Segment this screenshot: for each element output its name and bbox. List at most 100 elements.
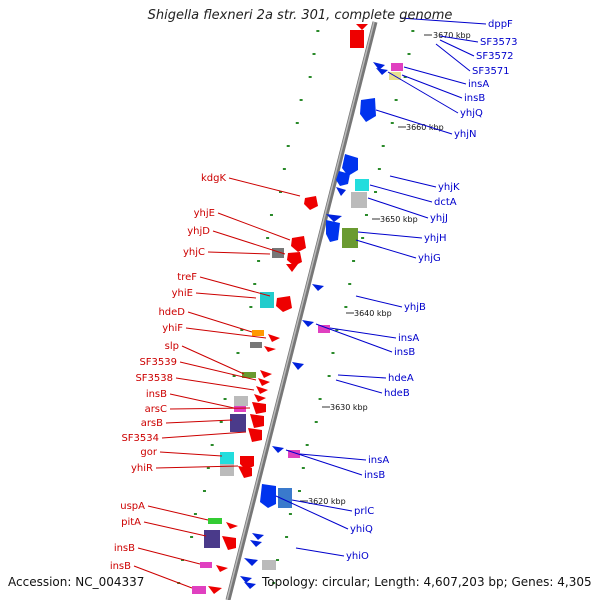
track-dot	[374, 191, 378, 193]
track-dot	[403, 76, 407, 78]
tick-label: 3640 kbp	[354, 309, 392, 318]
gene-label[interactable]: gor	[140, 447, 157, 458]
track-dot	[364, 214, 368, 216]
gene-label[interactable]: yhjG	[418, 253, 441, 264]
gene-label[interactable]: hdeB	[384, 388, 410, 399]
gene-label[interactable]: SF3538	[135, 373, 173, 384]
track-dot	[193, 513, 197, 515]
track-dot	[236, 352, 240, 354]
gene-label[interactable]: yhjQ	[460, 108, 483, 119]
gene-label[interactable]: yhiE	[172, 288, 193, 299]
gene-label[interactable]: prlC	[354, 506, 374, 517]
track-dot	[253, 283, 257, 285]
gene-label[interactable]: insA	[468, 79, 489, 90]
track-dot	[377, 168, 381, 170]
track-dot	[240, 329, 244, 331]
track-dot	[361, 237, 365, 239]
gene-label[interactable]: slp	[165, 341, 179, 352]
gene-label[interactable]: insB	[110, 561, 131, 572]
track-dot	[232, 375, 236, 377]
track-dot	[348, 283, 352, 285]
track-dot	[312, 53, 316, 55]
track-dot	[394, 99, 398, 101]
track-dot	[299, 99, 303, 101]
gene-label[interactable]: insB	[146, 389, 167, 400]
track-dot	[276, 559, 280, 561]
track-dot	[407, 53, 411, 55]
gene-label[interactable]: yhiO	[346, 551, 369, 562]
gene-label[interactable]: yhjC	[183, 247, 205, 258]
track-dot	[210, 444, 214, 446]
track-dot	[327, 375, 331, 377]
accession-text: Accession: NC_004337	[8, 575, 145, 589]
gene-label[interactable]: insB	[394, 347, 415, 358]
tick-label: 3670 kbp	[433, 31, 471, 40]
genome-summary-text: Topology: circular; Length: 4,607,203 bp…	[262, 575, 592, 589]
gene-label[interactable]: insB	[464, 93, 485, 104]
gene-label[interactable]: insB	[114, 543, 135, 554]
gene-label[interactable]: SF3571	[472, 66, 510, 77]
track-dot	[223, 398, 227, 400]
track-dot	[352, 260, 356, 262]
dotted-track	[177, 30, 415, 584]
gene-label[interactable]: insA	[398, 333, 419, 344]
gene-label[interactable]: yhiR	[131, 463, 153, 474]
gene-label[interactable]: yhjB	[404, 302, 426, 313]
gene-label[interactable]: arsB	[141, 418, 163, 429]
gene-label[interactable]: SF3534	[121, 433, 159, 444]
gene-label[interactable]: yhiQ	[350, 524, 373, 535]
track-dot	[390, 122, 394, 124]
gene-label[interactable]: yhjH	[424, 233, 447, 244]
track-dot	[219, 421, 223, 423]
gene-label[interactable]: dppF	[488, 19, 513, 30]
gene-label[interactable]: dctA	[434, 197, 457, 208]
tick-label: 3650 kbp	[380, 215, 418, 224]
track-dot	[266, 237, 270, 239]
tick-label: 3630 kbp	[330, 403, 368, 412]
gene-label[interactable]: SF3573	[480, 37, 518, 48]
gene-label[interactable]: insB	[364, 470, 385, 481]
genome-backbone	[225, 21, 378, 600]
track-dot	[295, 122, 299, 124]
gene-label[interactable]: yhjK	[438, 182, 460, 193]
track-dot	[344, 306, 348, 308]
track-dot	[297, 490, 301, 492]
gene-label[interactable]: yhjE	[194, 208, 215, 219]
gene-label[interactable]: pitA	[121, 517, 141, 528]
track-dot	[272, 582, 276, 584]
gene-label[interactable]: insA	[368, 455, 389, 466]
gene-glyphs	[192, 24, 403, 594]
track-dot	[335, 329, 339, 331]
gene-label[interactable]: hdeA	[388, 373, 414, 384]
gene-label[interactable]: yhiF	[162, 323, 183, 334]
track-dot	[288, 513, 292, 515]
gene-label[interactable]: SF3572	[476, 51, 514, 62]
gene-label[interactable]: yhjN	[454, 129, 477, 140]
track-dot	[301, 467, 305, 469]
track-dot	[206, 467, 210, 469]
track-dot	[249, 306, 253, 308]
track-dot	[282, 168, 286, 170]
gene-label[interactable]: treF	[177, 272, 197, 283]
gene-label[interactable]: yhjJ	[430, 213, 448, 224]
track-dot	[202, 490, 206, 492]
tick-label: 3660 kbp	[406, 123, 444, 132]
gene-label[interactable]: arsC	[145, 404, 167, 415]
track-dot	[411, 30, 415, 32]
gene-label[interactable]: uspA	[120, 501, 145, 512]
gene-label[interactable]: SF3539	[139, 357, 177, 368]
track-dot	[305, 444, 309, 446]
track-dot	[257, 260, 261, 262]
track-dot	[269, 214, 273, 216]
track-dot	[381, 145, 385, 147]
gene-label[interactable]: yhjD	[187, 226, 210, 237]
track-dot	[286, 145, 290, 147]
track-dot	[314, 421, 318, 423]
track-dot	[308, 76, 312, 78]
gene-label[interactable]: hdeD	[158, 307, 185, 318]
track-dot	[331, 352, 335, 354]
reverse-gene-labels: dppF SF3573 SF3572 SF3571 insA insB yhjQ…	[275, 17, 518, 562]
gene-label[interactable]: kdgK	[201, 173, 226, 184]
track-dot	[318, 398, 322, 400]
